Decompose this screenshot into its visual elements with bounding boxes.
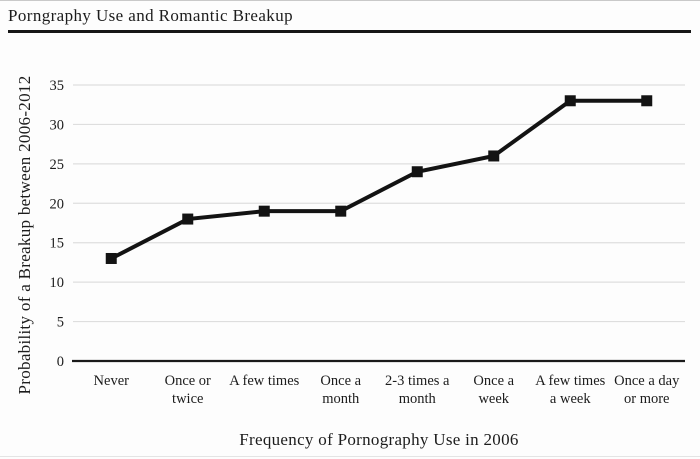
y-tick-label: 30 xyxy=(50,117,65,133)
y-axis-title: Probability of a Breakup between 2006-20… xyxy=(15,75,34,395)
x-category-label: twice xyxy=(172,391,203,407)
y-tick-label: 0 xyxy=(57,354,64,370)
y-tick-label: 35 xyxy=(50,78,65,94)
x-category-label: Once a day xyxy=(614,373,680,389)
data-point-marker xyxy=(105,252,117,264)
y-tick-label: 25 xyxy=(50,157,65,173)
x-category-label: Never xyxy=(94,373,130,389)
x-category-label: Once or xyxy=(165,373,211,389)
x-category-label: a week xyxy=(550,391,591,407)
y-tick-label: 5 xyxy=(57,315,64,331)
data-point-marker xyxy=(335,205,347,217)
x-axis-title: Frequency of Pornography Use in 2006 xyxy=(239,430,519,449)
data-point-marker xyxy=(488,150,500,162)
bottom-rule xyxy=(0,456,700,457)
x-category-label: Once a xyxy=(320,373,361,389)
x-category-label: Once a xyxy=(473,373,514,389)
chart-title: Porngraphy Use and Romantic Breakup xyxy=(8,6,293,25)
top-rule xyxy=(0,0,700,1)
data-point-marker xyxy=(258,205,270,217)
x-category-label: month xyxy=(399,391,437,407)
y-tick-label: 15 xyxy=(50,236,65,252)
data-point-marker xyxy=(641,95,653,107)
data-line xyxy=(110,98,647,261)
y-tick-label: 10 xyxy=(50,275,65,291)
x-category-label: A few times xyxy=(535,373,605,389)
x-category-label: A few times xyxy=(229,373,299,389)
title-rule xyxy=(8,30,691,33)
y-tick-label: 20 xyxy=(50,196,65,212)
x-category-label: month xyxy=(322,391,360,407)
x-category-label: 2-3 times a xyxy=(385,373,450,389)
data-point-marker xyxy=(564,95,576,107)
x-category-label: week xyxy=(478,391,509,407)
data-point-marker xyxy=(182,213,194,225)
data-point-marker xyxy=(411,166,423,178)
x-category-label: or more xyxy=(624,391,670,407)
